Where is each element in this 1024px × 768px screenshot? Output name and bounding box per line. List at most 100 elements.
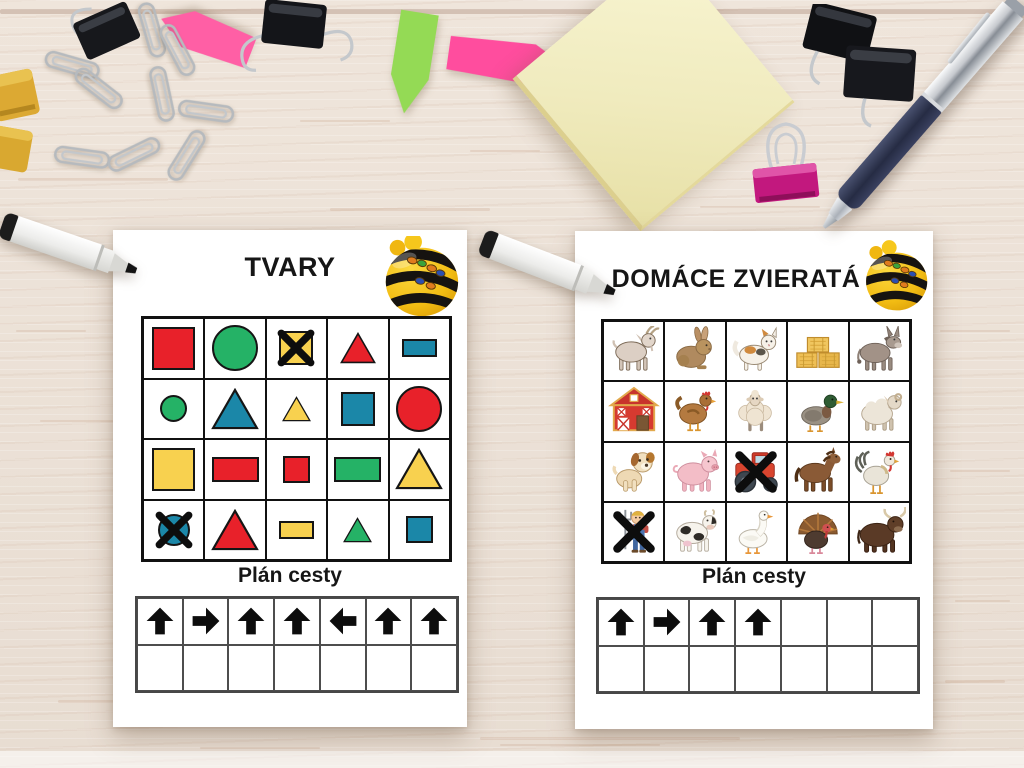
red-triangle-shape: [339, 332, 376, 364]
cell-green-circle: [143, 378, 205, 439]
donkey-icon: [857, 326, 903, 371]
plan-cell-empty: [411, 644, 457, 691]
arrow-up-icon: [420, 607, 448, 635]
worksheet-domace-zvierata: DOMÁCE ZVIERATÁ Plán cesty: [575, 231, 933, 729]
cell-ram: [848, 381, 910, 442]
cross-out-icon: [155, 511, 193, 549]
cell-turkey: [787, 501, 849, 562]
wood-grain: [700, 206, 820, 208]
cell-hen: [664, 381, 726, 442]
paper-clip-icon: [149, 66, 175, 122]
cell-cow: [664, 501, 726, 562]
desk-edge: [0, 9, 1024, 14]
wood-grain: [330, 208, 490, 211]
plan-cell-up: [365, 598, 412, 645]
plan-cell-up: [598, 599, 644, 646]
cell-horse: [787, 441, 849, 502]
wood-grain: [480, 737, 740, 740]
plan-cell-up: [689, 599, 736, 646]
plan-cell-empty: [182, 644, 229, 691]
arrow-up-icon: [744, 608, 772, 636]
cell-red-triangle: [204, 499, 266, 560]
teal-triangle-shape: [211, 387, 259, 429]
hen-icon: [675, 391, 717, 432]
cell-bull: [848, 501, 910, 562]
cell-rabbit: [664, 321, 726, 382]
red-triangle-shape: [211, 508, 259, 550]
arrow-up-icon: [607, 608, 635, 636]
rooster-icon: [855, 450, 900, 494]
red-square-shape: [282, 455, 310, 483]
teal-square-shape: [405, 516, 433, 544]
red-circle-shape: [396, 385, 443, 432]
cell-green-circle: [204, 318, 266, 379]
plan-cell-empty: [735, 645, 781, 692]
plan-cell-empty: [780, 645, 827, 692]
cat-icon: [733, 326, 778, 371]
desk-bottom-edge: [0, 751, 1024, 768]
goat-icon: [612, 326, 660, 371]
paper-clip-icon: [167, 130, 206, 181]
cell-duck: [787, 381, 849, 442]
wood-grain: [945, 680, 1005, 683]
cell-sheep: [725, 381, 788, 442]
dog-icon: [612, 451, 655, 492]
worksheet-tvary: TVARY Plán cesty: [113, 230, 467, 727]
green-circle-shape: [212, 325, 259, 372]
animals-grid: [601, 319, 912, 564]
plan-cell-empty: [643, 645, 690, 692]
plan-cell-up: [735, 599, 781, 646]
cell-pig: [664, 441, 726, 502]
arrow-left-icon: [329, 607, 357, 635]
marker-body: [489, 233, 582, 291]
paper-clip-icon: [107, 137, 161, 172]
arrow-right-icon: [192, 607, 219, 635]
cell-red-rect: [204, 439, 266, 500]
cell-goose: [725, 501, 788, 562]
plan-cell-empty: [689, 645, 736, 692]
cell-barn: [603, 381, 665, 442]
cell-red-square: [143, 318, 205, 379]
cell-rooster: [848, 441, 910, 502]
cross-out-icon: [278, 329, 315, 367]
pig-icon: [672, 448, 720, 492]
plan-cell-up: [274, 598, 320, 645]
turkey-icon: [798, 512, 838, 554]
wood-grain: [950, 470, 1010, 472]
duck-icon: [801, 395, 844, 433]
wood-grain: [300, 120, 390, 122]
plan-title: Plán cesty: [702, 565, 806, 588]
wood-grain: [40, 420, 130, 422]
plan-cell-right: [643, 599, 690, 646]
cell-red-circle: [388, 378, 450, 439]
plan-cell-empty: [274, 644, 320, 691]
green-triangle-shape: [343, 516, 373, 543]
paper-clip-icon: [137, 2, 167, 58]
plan-cell-empty: [228, 644, 275, 691]
cell-yellow-rect: [265, 499, 328, 560]
cell-teal-triangle: [204, 378, 266, 439]
plan-cell-empty: [826, 599, 873, 646]
plan-cell-up: [137, 598, 183, 645]
cell-hay: [787, 321, 849, 382]
wood-grain: [16, 330, 86, 332]
horse-icon: [794, 446, 841, 492]
wood-grain: [940, 330, 1010, 332]
ram-icon: [861, 393, 903, 431]
yellow-triangle-shape: [395, 448, 444, 490]
red-square-shape: [152, 326, 196, 370]
arrow-right-icon: [653, 608, 680, 636]
rabbit-icon: [676, 326, 712, 370]
cell-yellow-triangle: [388, 439, 450, 500]
cell-teal-square: [327, 378, 389, 439]
plan-cell-empty: [826, 645, 873, 692]
plan-cell-empty: [780, 599, 827, 646]
black-binder-clip-center: [234, 0, 362, 103]
black-binder-clip-left: [44, 0, 160, 95]
plan-cell-empty: [872, 599, 918, 646]
cell-red-square: [265, 439, 328, 500]
wood-grain: [200, 747, 320, 749]
arrow-up-icon: [146, 607, 174, 635]
cell-yellow-square: [143, 439, 205, 500]
cross-out-icon: [612, 511, 655, 553]
